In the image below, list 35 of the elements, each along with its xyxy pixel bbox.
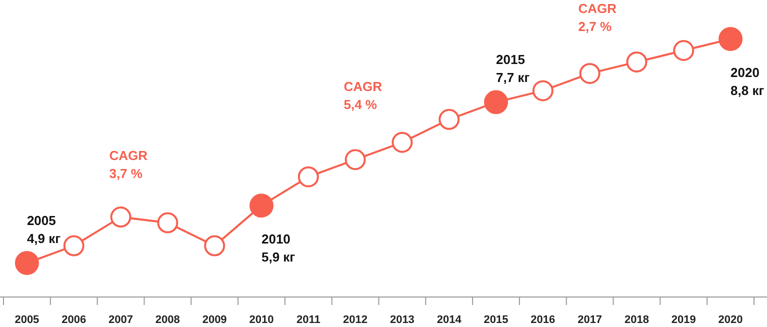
point (344, 149, 366, 170)
x-tick-label: 2009 (202, 314, 227, 326)
x-tick-label: 2016 (530, 314, 556, 326)
text: CAGR 2,7 % (578, 1, 618, 34)
x-tick-label: 2014 (436, 314, 462, 326)
point (579, 62, 600, 84)
x-tick-label: 2011 (296, 314, 320, 326)
point (110, 206, 132, 228)
point (298, 166, 319, 188)
x-tick-label: 2020 (718, 314, 743, 326)
data-label: 2005 4,9 кг (26, 213, 62, 246)
x-tick-label: 2015 (484, 314, 508, 326)
point (438, 108, 460, 130)
x-tick-label: 2005 (14, 314, 40, 326)
x-tick-label: 2018 (624, 314, 649, 326)
point (532, 80, 554, 102)
point (157, 212, 178, 234)
point (626, 51, 648, 72)
point (63, 235, 84, 256)
data-label: 2010 5,9 кг (261, 232, 296, 265)
annotation: CAGR 5,4 % (344, 79, 383, 112)
point (204, 235, 226, 256)
x-tick-label: 2008 (155, 314, 180, 326)
data-label: 2015 7,7 кг (496, 52, 530, 86)
x-tick-label: 2017 (578, 314, 602, 326)
x-tick-label: 2012 (343, 314, 368, 326)
x-tick-label: 2006 (62, 314, 86, 326)
data-label: 2020 8,8 кг (730, 65, 765, 98)
annotation: CAGR 3,7 % (109, 148, 148, 181)
x-tick-label: 2007 (108, 314, 134, 326)
point (673, 40, 694, 61)
x-tick-label: 2013 (390, 314, 414, 326)
x-tick-label: 2010 (249, 314, 274, 326)
x-tick-label: 2019 (671, 314, 696, 326)
point (392, 132, 413, 153)
